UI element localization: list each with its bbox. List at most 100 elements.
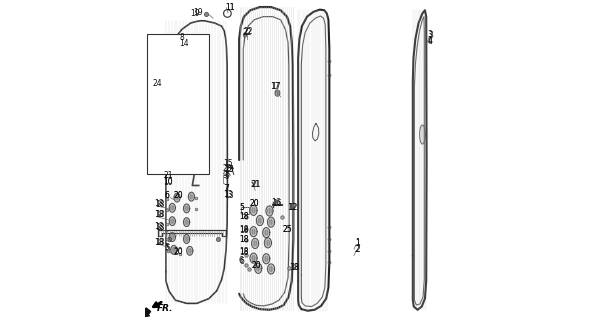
Text: 24: 24 — [154, 79, 164, 88]
Text: 18: 18 — [239, 212, 249, 221]
Polygon shape — [174, 193, 180, 202]
Polygon shape — [171, 219, 174, 223]
Text: 18: 18 — [239, 225, 248, 234]
Text: 25: 25 — [282, 225, 292, 234]
Text: 8: 8 — [181, 34, 186, 43]
Text: 18: 18 — [155, 210, 164, 219]
Text: 1: 1 — [356, 239, 361, 248]
Polygon shape — [266, 240, 270, 245]
Text: 6: 6 — [164, 190, 169, 200]
Text: 18: 18 — [154, 238, 164, 247]
Text: 9: 9 — [223, 171, 228, 180]
Text: 25: 25 — [283, 225, 292, 234]
Text: 3: 3 — [428, 30, 432, 39]
Text: 18: 18 — [239, 226, 249, 235]
Text: 23: 23 — [223, 164, 233, 173]
Polygon shape — [252, 208, 255, 213]
Text: 13: 13 — [224, 190, 234, 200]
Bar — [147, 34, 209, 174]
Polygon shape — [258, 218, 262, 223]
Text: 11: 11 — [225, 3, 235, 12]
Text: 18: 18 — [155, 200, 164, 209]
Text: 18: 18 — [154, 222, 164, 231]
Text: 21: 21 — [164, 171, 173, 180]
Text: 18: 18 — [290, 263, 300, 272]
Text: 10: 10 — [164, 178, 174, 187]
Text: 18: 18 — [239, 235, 249, 244]
Text: 1: 1 — [355, 238, 359, 247]
Text: 7: 7 — [223, 184, 228, 193]
Text: 20: 20 — [173, 247, 183, 256]
Polygon shape — [267, 217, 275, 227]
Text: 15: 15 — [224, 165, 234, 174]
Polygon shape — [187, 246, 193, 255]
Polygon shape — [231, 166, 234, 169]
Text: 3: 3 — [428, 31, 433, 40]
Text: 15: 15 — [223, 159, 233, 168]
Text: 24: 24 — [152, 79, 162, 88]
Text: 5: 5 — [239, 203, 244, 212]
Bar — [241, 206, 248, 213]
Text: 20: 20 — [252, 261, 261, 270]
Text: 8: 8 — [180, 33, 185, 42]
Text: 4: 4 — [428, 37, 433, 46]
Polygon shape — [269, 220, 273, 225]
Text: 20: 20 — [174, 248, 183, 257]
Text: 6: 6 — [239, 257, 244, 266]
Polygon shape — [255, 263, 262, 273]
Text: 14: 14 — [180, 39, 189, 48]
Polygon shape — [190, 195, 193, 199]
Text: 16: 16 — [272, 198, 281, 207]
Text: 18: 18 — [155, 223, 164, 232]
Polygon shape — [252, 182, 255, 186]
Text: 2: 2 — [355, 245, 359, 254]
Polygon shape — [256, 266, 260, 271]
Polygon shape — [188, 192, 194, 201]
Polygon shape — [256, 215, 264, 226]
Polygon shape — [250, 205, 257, 215]
Text: 2: 2 — [356, 245, 361, 254]
Text: 21: 21 — [251, 180, 261, 189]
Text: 18: 18 — [154, 199, 164, 208]
Polygon shape — [169, 217, 175, 226]
Polygon shape — [252, 238, 259, 249]
Text: 18: 18 — [154, 210, 164, 219]
Text: 6: 6 — [239, 256, 244, 265]
Polygon shape — [264, 230, 268, 235]
Text: 7: 7 — [224, 184, 229, 193]
Text: 18: 18 — [239, 235, 248, 244]
Text: 18: 18 — [239, 247, 248, 256]
Text: 18: 18 — [289, 262, 299, 272]
Text: 17: 17 — [271, 82, 281, 91]
Text: 14: 14 — [181, 40, 191, 49]
Text: 19: 19 — [191, 9, 200, 18]
Text: 18: 18 — [239, 248, 249, 257]
Text: 23: 23 — [224, 165, 234, 174]
Polygon shape — [269, 267, 273, 271]
Polygon shape — [262, 228, 270, 238]
Polygon shape — [262, 254, 270, 264]
Polygon shape — [183, 235, 190, 244]
Text: 20: 20 — [250, 199, 259, 208]
Polygon shape — [185, 206, 188, 211]
Text: 9: 9 — [224, 172, 229, 181]
Text: 10: 10 — [163, 177, 173, 186]
Polygon shape — [185, 220, 188, 224]
FancyArrow shape — [142, 308, 150, 317]
Text: 20: 20 — [174, 191, 183, 200]
Text: 5: 5 — [165, 244, 170, 253]
Polygon shape — [252, 256, 255, 261]
Text: 19: 19 — [193, 8, 203, 17]
Polygon shape — [266, 206, 273, 216]
Polygon shape — [175, 196, 178, 200]
Polygon shape — [171, 235, 174, 239]
Polygon shape — [169, 233, 175, 242]
Polygon shape — [264, 238, 272, 248]
Polygon shape — [250, 227, 257, 237]
Text: 18: 18 — [239, 212, 248, 221]
Polygon shape — [188, 249, 191, 253]
Polygon shape — [264, 256, 268, 261]
Text: 18: 18 — [155, 238, 164, 247]
Text: 5: 5 — [239, 203, 244, 212]
Polygon shape — [171, 205, 174, 210]
